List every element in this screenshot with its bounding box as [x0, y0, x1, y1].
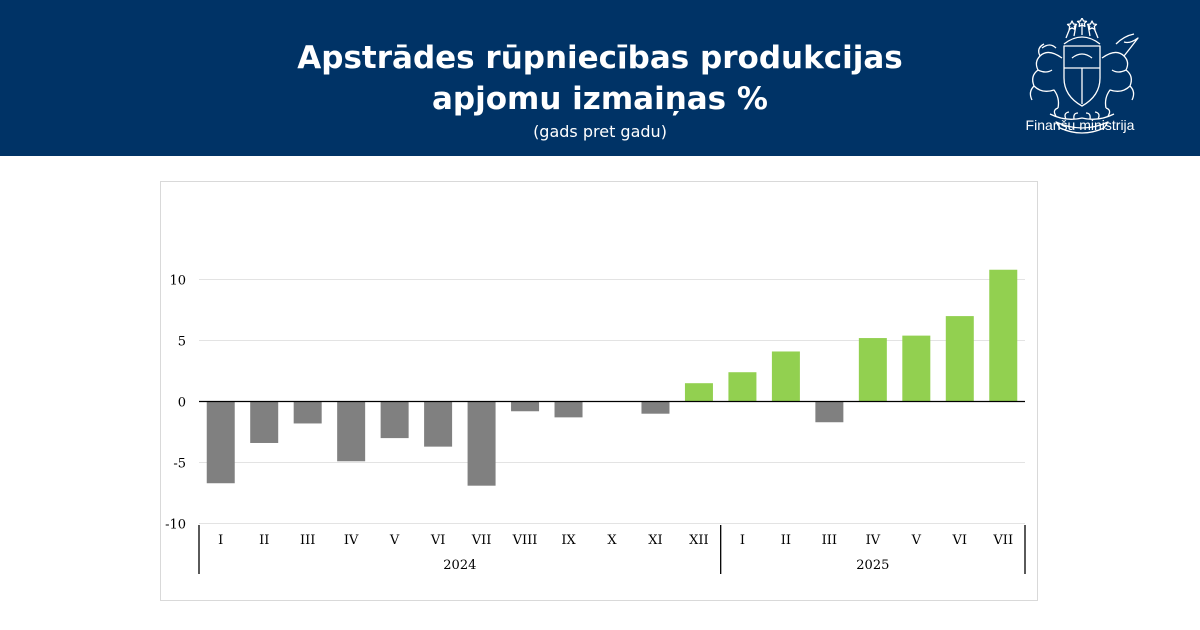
bar: [554, 401, 583, 418]
logo-caption: Finanšu ministrija: [1025, 117, 1135, 133]
x-group-label: 2024: [443, 558, 476, 573]
page-subtitle: (gads pret gadu): [533, 122, 667, 141]
x-tick-label: IV: [866, 533, 881, 548]
bar: [511, 401, 540, 412]
x-tick-label: VII: [471, 533, 492, 548]
coat-of-arms-logo-icon: [1029, 18, 1139, 134]
bar: [424, 401, 453, 447]
y-tick-label: 0: [178, 396, 186, 411]
x-tick-label: II: [259, 533, 269, 548]
page-title-line-2: apjomu izmaiņas %: [431, 81, 768, 117]
y-tick-label: 5: [178, 335, 186, 350]
header-banner: Apstrādes rūpniecības produkcijas apjomu…: [0, 0, 1200, 156]
x-tick-label: VI: [430, 533, 446, 548]
bar: [250, 401, 279, 443]
page-title-line-1: Apstrādes rūpniecības produkcijas: [297, 40, 903, 76]
y-tick-label: -10: [165, 518, 186, 533]
bar: [641, 401, 670, 414]
bars: [199, 269, 1025, 486]
bar: [902, 335, 931, 402]
x-tick-label: XII: [689, 533, 709, 548]
bar: [771, 351, 800, 402]
bar: [684, 383, 713, 402]
x-tick-label: III: [822, 533, 837, 548]
bar: [858, 338, 887, 402]
x-axis: I II III IV V VI VII VIII IX X XI XII I II III IV V VI VII…: [198, 525, 1026, 574]
bar: [989, 269, 1018, 402]
x-group-label: 2025: [856, 558, 889, 573]
bar: [380, 401, 409, 439]
bar: [815, 401, 844, 423]
y-axis-tick-labels: -10 -5 0 5 10: [165, 274, 186, 533]
bar: [945, 316, 974, 402]
y-tick-label: 10: [169, 274, 186, 289]
x-tick-label: IV: [344, 533, 359, 548]
x-tick-label: IX: [561, 533, 576, 548]
x-tick-label: V: [911, 533, 922, 548]
bar: [293, 401, 322, 424]
x-tick-label: X: [607, 533, 617, 548]
x-tick-label: I: [740, 533, 745, 548]
x-tick-label: VII: [992, 533, 1013, 548]
x-tick-label: II: [781, 533, 791, 548]
bar: [206, 401, 235, 484]
chart-frame: -10 -5 0 5 10 I II III IV V VI VII VIII IX X XI XII I II I…: [160, 181, 1038, 601]
x-tick-label: III: [300, 533, 315, 548]
x-tick-label: VIII: [512, 533, 538, 548]
bar: [728, 372, 757, 402]
bar: [337, 401, 366, 462]
bar: [467, 401, 496, 486]
x-tick-label: VI: [952, 533, 968, 548]
gridlines: [199, 279, 1025, 524]
x-tick-label: V: [389, 533, 400, 548]
x-tick-label: XI: [648, 533, 662, 548]
x-tick-label: I: [218, 533, 223, 548]
y-tick-label: -5: [173, 457, 186, 472]
